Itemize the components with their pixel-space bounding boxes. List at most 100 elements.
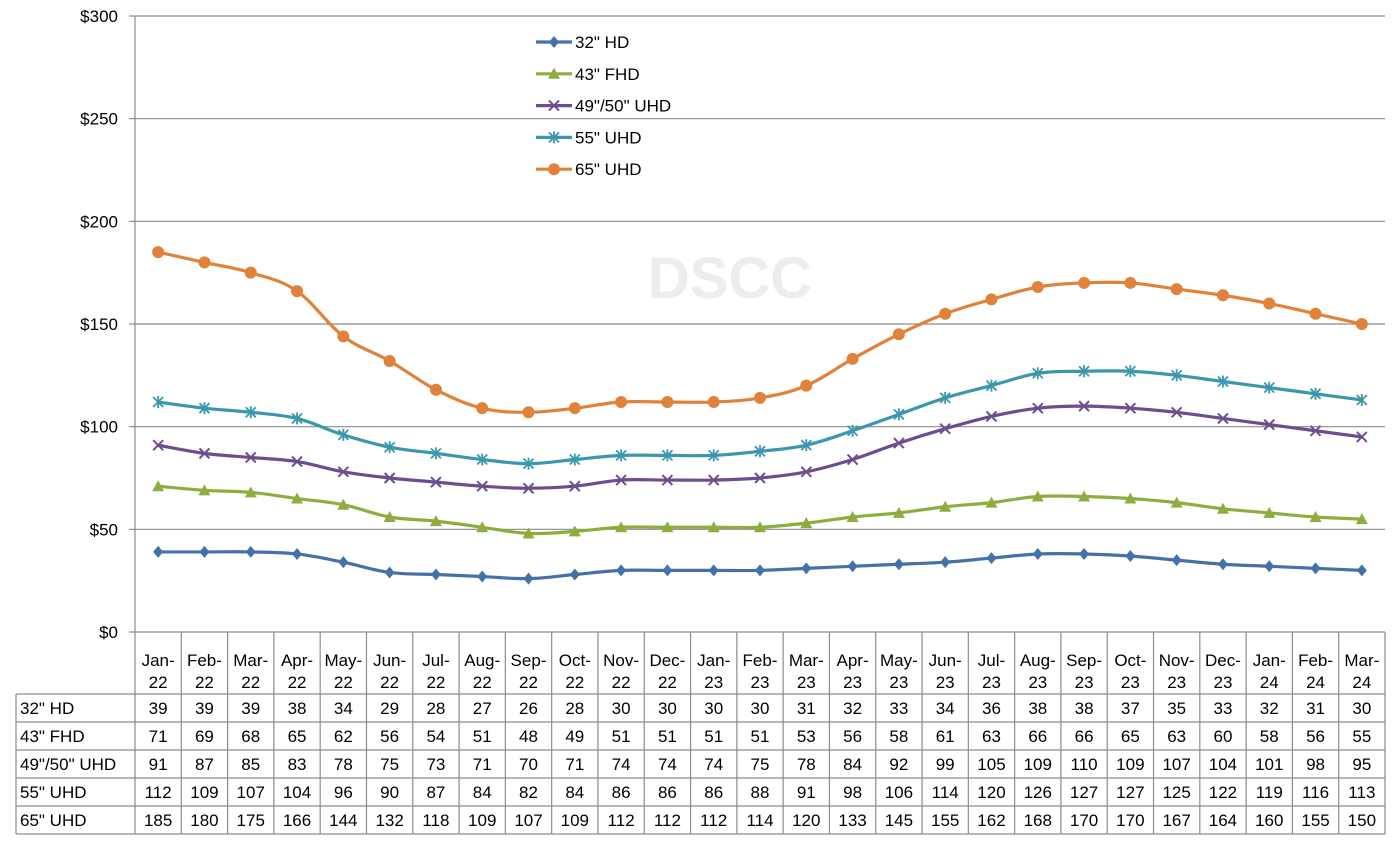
table-cell: 164 — [1209, 811, 1237, 830]
data-point — [430, 447, 442, 460]
table-cell: 63 — [1167, 727, 1186, 746]
x-tick-label: 23 — [1214, 673, 1233, 692]
table-cell: 33 — [889, 699, 908, 718]
x-tick-label: May- — [880, 651, 918, 670]
data-point — [430, 568, 441, 581]
x-tick-label: Feb- — [187, 651, 222, 670]
data-point — [383, 472, 396, 484]
legend-label: 43" FHD — [575, 65, 640, 84]
data-point — [548, 163, 560, 176]
data-point — [846, 352, 859, 365]
table-cell: 160 — [1255, 811, 1283, 830]
data-point — [1031, 281, 1044, 294]
table-cell: 166 — [283, 811, 311, 830]
table-cell: 185 — [144, 811, 172, 830]
x-tick-label: 22 — [473, 673, 492, 692]
table-cell: 74 — [658, 755, 677, 774]
data-point — [1170, 496, 1183, 508]
data-point — [245, 451, 257, 464]
x-tick-label: Oct- — [559, 651, 591, 670]
data-point — [152, 396, 164, 409]
data-point — [245, 406, 257, 419]
x-tick-label: Sep- — [511, 651, 547, 670]
data-point — [801, 562, 812, 575]
data-point — [892, 506, 905, 518]
data-point — [568, 525, 581, 537]
legend-label: 32" HD — [575, 33, 629, 52]
table-cell: 28 — [426, 699, 445, 718]
data-point — [846, 424, 859, 437]
table-cell: 170 — [1116, 811, 1144, 830]
series-group — [152, 365, 1368, 470]
x-tick-label: Jun- — [929, 651, 962, 670]
table-cell: 36 — [982, 699, 1001, 718]
data-point — [1216, 289, 1229, 302]
table-cell: 27 — [473, 699, 492, 718]
table-cell: 99 — [936, 755, 955, 774]
data-point — [199, 545, 210, 558]
x-tick-label: Aug- — [464, 651, 500, 670]
x-tick-label: Jul- — [978, 651, 1005, 670]
data-point — [522, 406, 535, 419]
table-cell: 39 — [195, 699, 214, 718]
legend-label: 49"/50" UHD — [575, 97, 671, 116]
table-cell: 104 — [283, 783, 311, 802]
data-point — [985, 293, 998, 306]
table-cell: 71 — [149, 727, 168, 746]
table-cell: 31 — [797, 699, 816, 718]
data-point — [1263, 418, 1275, 431]
data-point — [846, 511, 859, 523]
table-cell: 120 — [977, 783, 1005, 802]
table-cell: 51 — [704, 727, 723, 746]
x-tick-label: Jan- — [697, 651, 730, 670]
data-point — [1124, 402, 1137, 414]
data-point — [1309, 387, 1322, 400]
data-point — [549, 36, 559, 48]
data-point — [1356, 431, 1368, 443]
data-point — [198, 402, 211, 415]
table-cell: 56 — [1306, 727, 1325, 746]
series-group — [152, 246, 1368, 419]
x-tick-label: May- — [324, 651, 362, 670]
data-point — [939, 391, 951, 404]
table-cell: 109 — [561, 811, 589, 830]
data-point — [893, 437, 905, 449]
table-cell: 66 — [1075, 727, 1094, 746]
y-tick-label: $300 — [80, 7, 118, 26]
legend-item: 32" HD — [536, 33, 629, 52]
data-point — [152, 246, 165, 259]
table-cell: 30 — [612, 699, 631, 718]
data-point — [476, 402, 489, 415]
watermark-layer: DSCC — [648, 246, 812, 311]
data-point — [548, 131, 560, 144]
data-point — [152, 480, 165, 492]
table-cell: 75 — [380, 755, 399, 774]
data-point — [477, 570, 488, 583]
table-cell: 38 — [288, 699, 307, 718]
x-tick-label: 23 — [982, 673, 1001, 692]
table-row-label: 49"/50" UHD — [20, 755, 116, 774]
x-tick-label: 22 — [519, 673, 538, 692]
data-point — [1217, 412, 1229, 425]
data-point — [1216, 502, 1229, 514]
data-point — [1217, 375, 1229, 388]
x-tick-label: 22 — [149, 673, 168, 692]
table-cell: 78 — [334, 755, 353, 774]
data-point — [430, 476, 442, 488]
data-point — [292, 547, 303, 560]
table-cell: 63 — [982, 727, 1001, 746]
y-tick-label: $150 — [80, 315, 118, 334]
table-cell: 71 — [565, 755, 584, 774]
data-point — [548, 99, 560, 112]
data-point — [800, 379, 813, 392]
data-point — [708, 449, 720, 462]
series-group — [153, 545, 1367, 585]
axes: $0 $50 $100 $150 $200 $250 $300 — [80, 7, 136, 642]
data-point — [429, 383, 442, 396]
table-cell: 127 — [1070, 783, 1098, 802]
table-cell: 74 — [704, 755, 723, 774]
data-point — [940, 556, 951, 569]
table-cell: 86 — [658, 783, 677, 802]
table-cell: 26 — [519, 699, 538, 718]
